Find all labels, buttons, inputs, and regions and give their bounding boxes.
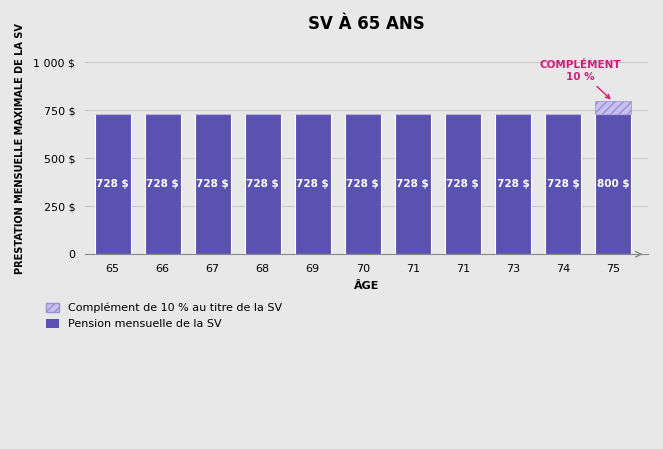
Bar [195,114,231,254]
Bar [95,114,131,254]
Bar [445,114,481,254]
Text: 728 $: 728 $ [446,179,479,189]
Text: 728 $: 728 $ [147,179,179,189]
Text: 728 $: 728 $ [96,179,129,189]
Bar [295,114,331,254]
Y-axis label: PRESTATION MENSUELLE MAXIMALE DE LA SV: PRESTATION MENSUELLE MAXIMALE DE LA SV [15,23,25,274]
Bar [245,114,280,254]
Text: 728 $: 728 $ [546,179,579,189]
Text: 728 $: 728 $ [196,179,229,189]
X-axis label: ÂGE: ÂGE [354,281,379,291]
Text: 728 $: 728 $ [497,179,529,189]
Title: SV À 65 ANS: SV À 65 ANS [308,15,425,33]
Bar [394,114,431,254]
Text: 728 $: 728 $ [396,179,429,189]
Legend: Complément de 10 % au titre de la SV, Pension mensuelle de la SV: Complément de 10 % au titre de la SV, Pe… [46,303,282,329]
Text: COMPLÉMENT
10 %: COMPLÉMENT 10 % [540,60,621,98]
Text: 728 $: 728 $ [247,179,279,189]
Bar [145,114,180,254]
Bar [595,114,631,254]
Bar [345,114,381,254]
Bar [545,114,581,254]
Bar [595,101,631,114]
Bar [495,114,531,254]
Text: 728 $: 728 $ [346,179,379,189]
Text: 800 $: 800 $ [597,179,629,189]
Text: 728 $: 728 $ [296,179,329,189]
